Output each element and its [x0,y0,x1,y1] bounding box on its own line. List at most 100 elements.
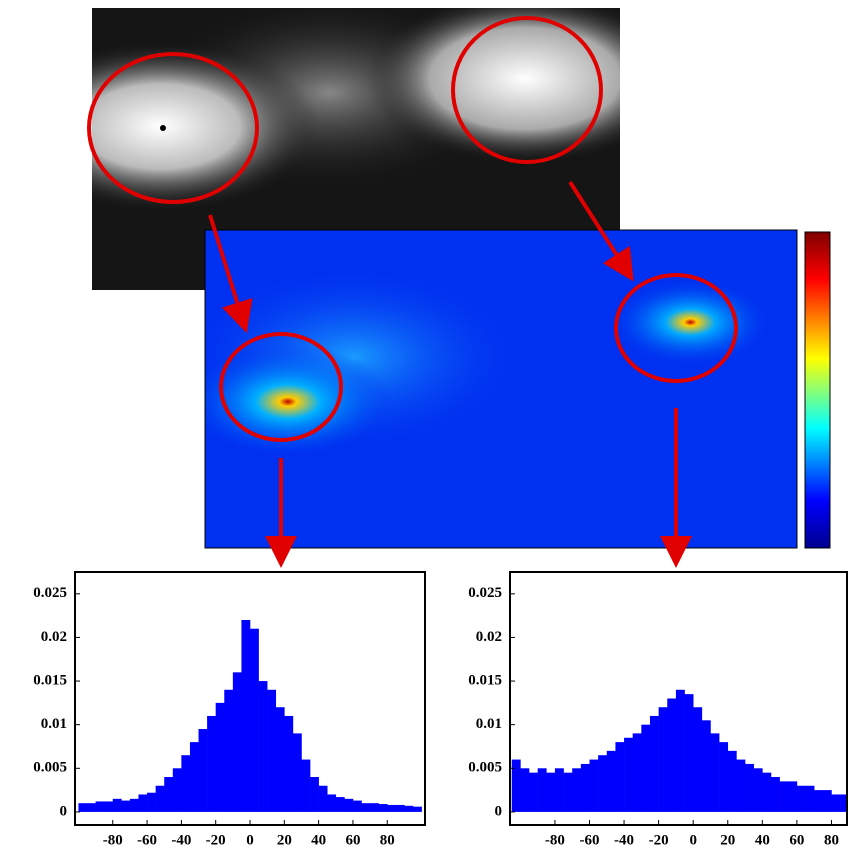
annotations [87,16,738,568]
bar [370,803,379,812]
bar [361,803,371,812]
y-tick-label: 0.02 [41,629,67,645]
x-tick-label: -40 [614,832,634,848]
bar [164,777,174,812]
bar [675,689,685,812]
bar [667,698,677,812]
bar [275,707,285,812]
bar [649,715,659,812]
bar [598,755,608,812]
bar [658,707,668,812]
bar [788,781,798,812]
x-tick-label: -20 [206,832,226,848]
y-tick-label: 0.02 [476,629,502,645]
bar [378,804,388,812]
y-tick-label: 0.01 [41,716,67,732]
y-tick-label: 0.025 [468,585,502,601]
bar [412,806,422,812]
bar [537,768,547,812]
bar [701,720,711,812]
bar [840,794,848,812]
bar [727,750,737,812]
bar [129,798,139,812]
bar [395,804,405,812]
bar [805,785,815,812]
bar [546,772,556,812]
bar [624,737,634,812]
bar [831,794,841,812]
bar [310,777,319,812]
bar [224,689,234,812]
bar [232,672,242,812]
bar [693,707,703,812]
plot-frame [509,571,848,826]
bar [301,759,311,812]
bar [87,803,96,812]
bar [684,694,694,812]
bar [762,772,772,812]
bar [770,777,780,812]
bar [78,803,88,812]
y-tick-label: 0 [60,803,68,819]
y-tick-label: 0.01 [476,716,502,732]
x-tick-label: 20 [720,832,735,848]
bar [753,768,763,812]
x-tick-label: 0 [246,832,254,848]
bar [344,798,354,812]
x-tick-label: 0 [689,832,697,848]
bar [258,681,268,812]
y-tick-label: 0.005 [33,760,67,776]
x-tick-label: 20 [277,832,292,848]
bar [292,733,302,812]
bar [155,785,165,812]
bar [284,715,294,812]
bar [520,768,530,812]
bar [572,768,582,812]
x-tick-label: 40 [755,832,770,848]
bar [615,742,625,812]
bar [189,742,199,812]
bar [589,759,599,812]
bar [710,733,720,812]
bar [104,801,114,812]
y-tick-label: 0.005 [468,760,502,776]
y-tick-label: 0.025 [33,585,67,601]
bar [352,800,362,812]
bar [719,742,729,812]
x-tick-label: -60 [137,832,157,848]
x-tick-label: 60 [345,832,360,848]
bar [250,628,259,812]
x-tick-label: -20 [649,832,669,848]
bar [318,785,328,812]
bar [814,790,824,812]
bar [822,790,832,812]
bar [779,781,789,812]
bar [745,763,754,812]
x-tick-label: 80 [380,832,395,848]
bar [327,794,337,812]
x-tick-label: -60 [579,832,599,848]
bar [796,785,806,812]
bar [198,729,208,812]
bar [95,801,105,812]
x-tick-label: -80 [545,832,565,848]
y-tick-label: 0 [495,803,503,819]
bar [181,755,191,812]
heatmap-image [204,229,798,549]
y-tick-label: 0.015 [468,672,502,688]
x-tick-label: 60 [789,832,804,848]
bar [335,797,345,812]
bar [215,702,225,812]
bar [606,750,616,812]
x-tick-label: 80 [824,832,839,848]
bar [529,772,538,812]
bar [112,798,122,812]
bar [121,800,131,812]
bar [267,689,277,812]
bar [641,724,651,812]
y-tick-label: 0.015 [33,672,67,688]
bar [580,763,590,812]
bar [563,772,573,812]
bar [241,619,251,812]
